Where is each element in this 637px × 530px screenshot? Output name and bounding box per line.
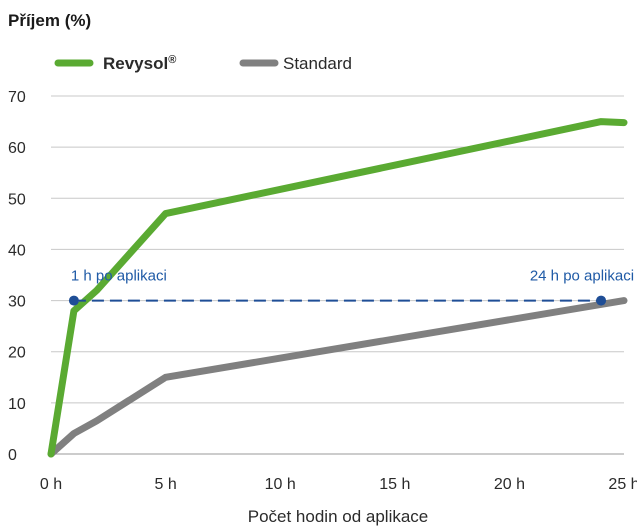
y-tick-label-40: 40 xyxy=(8,242,26,259)
y-tick-label-10: 10 xyxy=(8,396,26,413)
y-tick-label-20: 20 xyxy=(8,345,26,362)
legend: Revysol® Standard xyxy=(54,54,352,73)
series-line-standard xyxy=(47,297,628,458)
y-tick-labels: 0 10 20 30 40 50 60 70 xyxy=(8,89,26,464)
y-tick-label-30: 30 xyxy=(8,294,26,311)
annotation-label-0: 1 h po aplikaci xyxy=(71,268,167,285)
series-lines xyxy=(47,118,628,458)
y-tick-label-60: 60 xyxy=(8,140,26,157)
annotation-marker-1 xyxy=(596,295,607,306)
y-tick-label-70: 70 xyxy=(8,89,26,106)
x-tick-label-5: 25 h xyxy=(608,476,637,493)
reference-line-group: 1 h po aplikaci 24 h po aplikaci xyxy=(68,268,634,306)
y-axis-title: Příjem (%) xyxy=(8,11,91,30)
x-axis-title: Počet hodin od aplikace xyxy=(248,507,429,526)
x-tick-label-4: 20 h xyxy=(494,476,525,493)
legend-label-revysol-sup: ® xyxy=(168,54,176,66)
y-tick-label-0: 0 xyxy=(8,447,17,464)
x-tick-label-1: 5 h xyxy=(154,476,176,493)
legend-label-revysol-name: Revysol xyxy=(103,54,168,73)
x-tick-labels: 0 h 5 h 10 h 15 h 20 h 25 h xyxy=(40,476,637,493)
x-tick-label-0: 0 h xyxy=(40,476,62,493)
annotation-label-1: 24 h po aplikaci xyxy=(530,268,634,285)
legend-label-revysol: Revysol® xyxy=(103,54,176,73)
series-line-revysol xyxy=(47,118,628,458)
legend-label-standard: Standard xyxy=(283,54,352,73)
annotation-marker-0 xyxy=(68,295,79,306)
x-tick-label-2: 10 h xyxy=(265,476,296,493)
x-tick-label-3: 15 h xyxy=(379,476,410,493)
y-tick-label-50: 50 xyxy=(8,191,26,208)
